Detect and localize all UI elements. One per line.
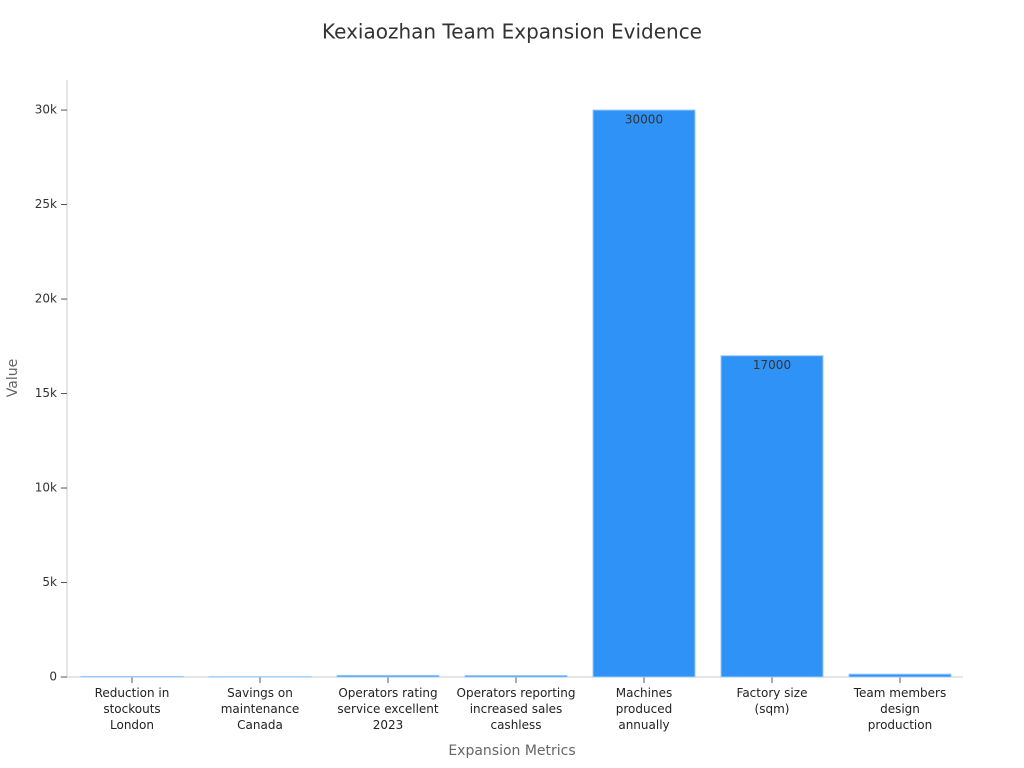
x-tick-label: Machines produced annually <box>615 686 673 732</box>
y-tick-label: 25k <box>35 197 57 211</box>
bar <box>592 109 696 678</box>
bar <box>848 673 952 678</box>
y-tick-label: 5k <box>42 575 57 589</box>
bar <box>336 674 440 678</box>
bar <box>464 675 568 678</box>
y-tick-label: 10k <box>35 481 57 495</box>
data-label: 30000 <box>625 113 663 127</box>
x-tick-label: Operators reporting increased sales cash… <box>456 686 576 732</box>
x-axis-title: Expansion Metrics <box>448 743 575 759</box>
x-tick-label: Team members design production <box>853 686 947 732</box>
x-tick-label: Reduction in stockouts London <box>94 686 170 732</box>
y-tick-label: 20k <box>35 292 57 306</box>
y-axis-title: Value <box>5 359 21 397</box>
x-tick-label: Factory size (sqm) <box>736 686 808 716</box>
y-tick-label: 30k <box>35 103 57 117</box>
x-tick-label: Savings on maintenance Canada <box>220 686 300 732</box>
y-tick-label: 15k <box>35 386 57 400</box>
bar <box>80 675 184 678</box>
bar <box>720 355 824 678</box>
y-tick-label: 0 <box>49 670 57 684</box>
data-label: 17000 <box>753 358 791 372</box>
x-tick-label: Operators rating service excellent 2023 <box>337 686 439 732</box>
chart-title: Kexiaozhan Team Expansion Evidence <box>322 20 702 44</box>
